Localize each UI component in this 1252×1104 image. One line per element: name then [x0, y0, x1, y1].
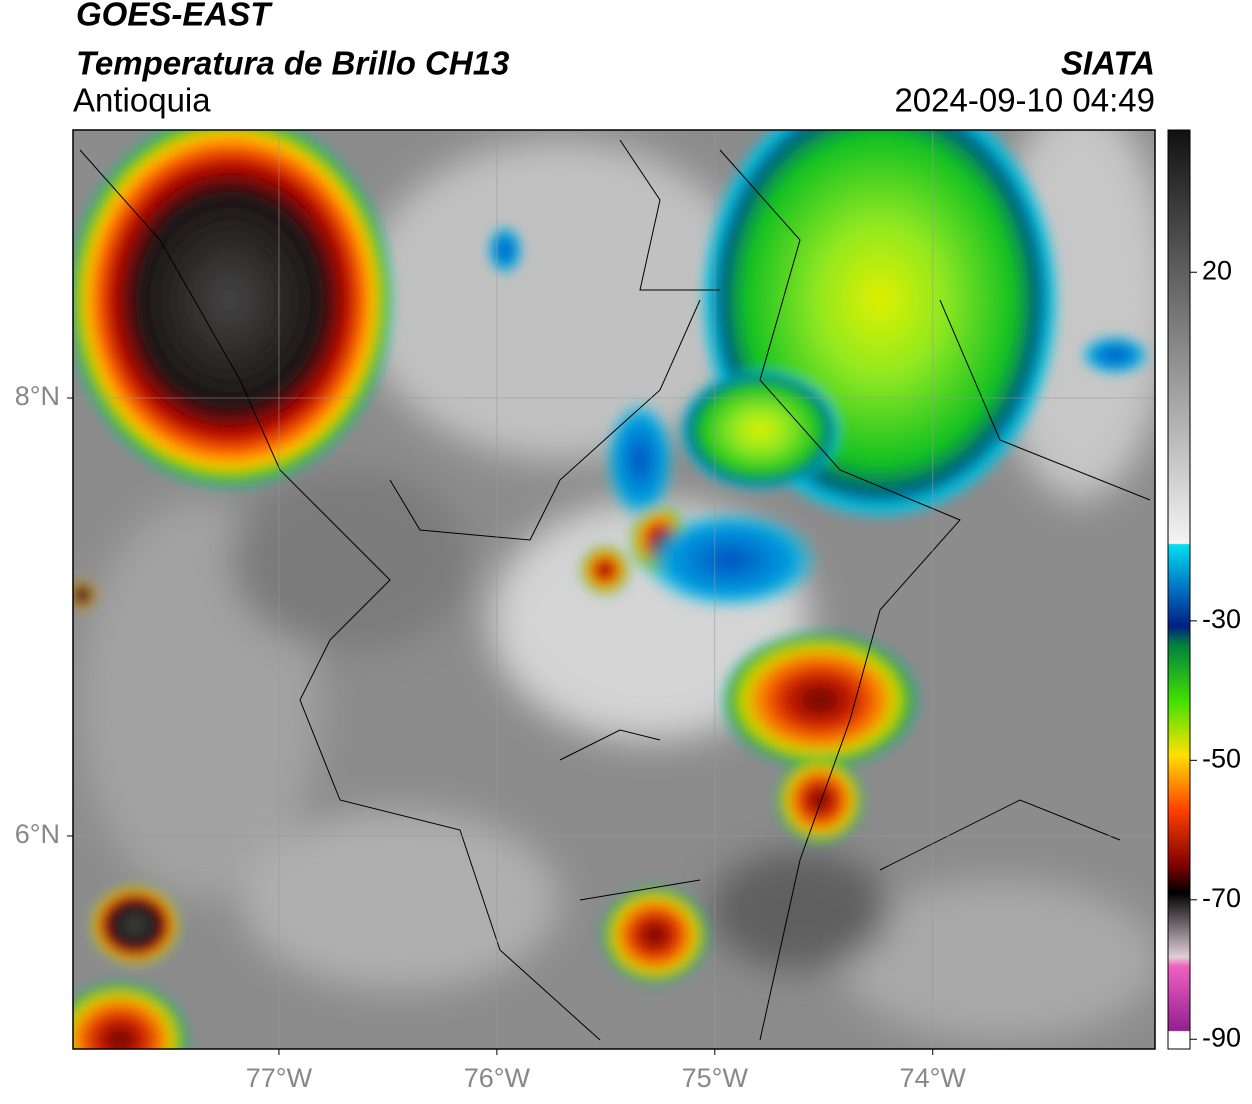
colorbar-tick-label: -30 [1202, 604, 1241, 634]
lat-tick-label: 6°N [15, 819, 60, 849]
colorbar-tick-label: -70 [1202, 883, 1241, 913]
lon-tick-label: 76°W [464, 1063, 531, 1093]
colorbar-tick-label: -50 [1202, 743, 1241, 773]
satellite-image [73, 130, 1155, 1049]
satellite-title: GOES-EAST [76, 0, 273, 33]
map-frame [72, 129, 1156, 1050]
lon-tick-label: 77°W [246, 1063, 313, 1093]
lat-tick-label: 8°N [15, 381, 60, 411]
source-label: SIATA [1061, 45, 1155, 82]
datetime-label: 2024-09-10 04:49 [894, 82, 1155, 119]
colorbar [1167, 129, 1191, 1050]
lon-tick-label: 75°W [682, 1063, 749, 1093]
colorbar-tick-label: 20 [1202, 255, 1232, 285]
colorbar-tick-label: -90 [1202, 1022, 1241, 1052]
lon-tick-label: 74°W [900, 1063, 967, 1093]
region-label: Antioquia [73, 82, 211, 119]
product-title: Temperatura de Brillo CH13 [76, 45, 509, 82]
